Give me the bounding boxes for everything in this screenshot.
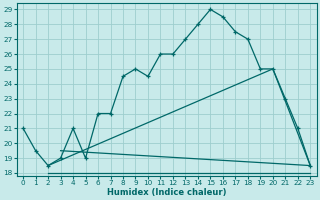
X-axis label: Humidex (Indice chaleur): Humidex (Indice chaleur) [107, 188, 227, 197]
